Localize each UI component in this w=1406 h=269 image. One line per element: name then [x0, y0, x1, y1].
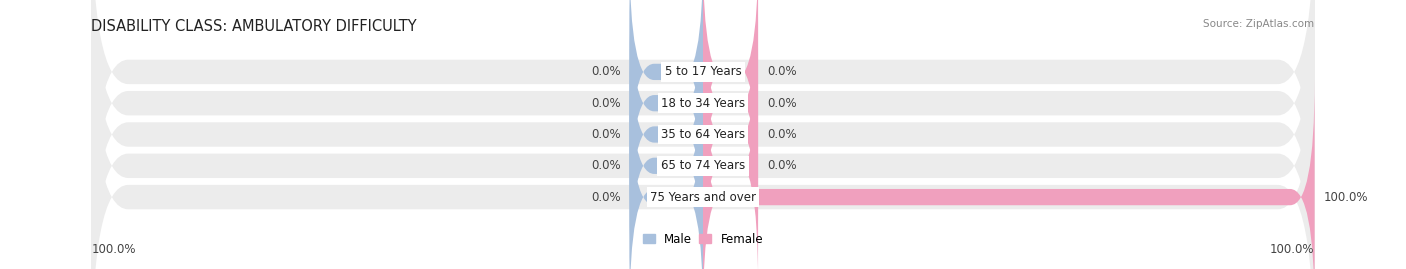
Text: 0.0%: 0.0% [591, 128, 620, 141]
Text: 100.0%: 100.0% [91, 243, 136, 256]
FancyBboxPatch shape [703, 0, 758, 220]
FancyBboxPatch shape [91, 0, 1315, 247]
FancyBboxPatch shape [630, 49, 703, 269]
Text: 0.0%: 0.0% [768, 65, 797, 78]
FancyBboxPatch shape [630, 0, 703, 189]
FancyBboxPatch shape [630, 80, 703, 269]
Text: 0.0%: 0.0% [768, 97, 797, 110]
Text: 0.0%: 0.0% [591, 191, 620, 204]
FancyBboxPatch shape [91, 0, 1315, 269]
Text: 65 to 74 Years: 65 to 74 Years [661, 159, 745, 172]
FancyBboxPatch shape [703, 17, 758, 252]
Text: 100.0%: 100.0% [1324, 191, 1368, 204]
FancyBboxPatch shape [91, 0, 1315, 269]
Text: 0.0%: 0.0% [591, 65, 620, 78]
Text: 5 to 17 Years: 5 to 17 Years [665, 65, 741, 78]
Text: 0.0%: 0.0% [591, 159, 620, 172]
Text: 18 to 34 Years: 18 to 34 Years [661, 97, 745, 110]
Text: DISABILITY CLASS: AMBULATORY DIFFICULTY: DISABILITY CLASS: AMBULATORY DIFFICULTY [91, 19, 418, 34]
Text: Source: ZipAtlas.com: Source: ZipAtlas.com [1204, 19, 1315, 29]
FancyBboxPatch shape [703, 0, 758, 189]
Text: 0.0%: 0.0% [591, 97, 620, 110]
Text: 75 Years and over: 75 Years and over [650, 191, 756, 204]
FancyBboxPatch shape [703, 49, 758, 269]
FancyBboxPatch shape [91, 22, 1315, 269]
Text: 0.0%: 0.0% [768, 159, 797, 172]
Legend: Male, Female: Male, Female [643, 233, 763, 246]
FancyBboxPatch shape [630, 17, 703, 252]
FancyBboxPatch shape [703, 80, 1315, 269]
Text: 0.0%: 0.0% [768, 128, 797, 141]
FancyBboxPatch shape [630, 0, 703, 220]
FancyBboxPatch shape [91, 0, 1315, 269]
Text: 35 to 64 Years: 35 to 64 Years [661, 128, 745, 141]
Text: 100.0%: 100.0% [1270, 243, 1315, 256]
